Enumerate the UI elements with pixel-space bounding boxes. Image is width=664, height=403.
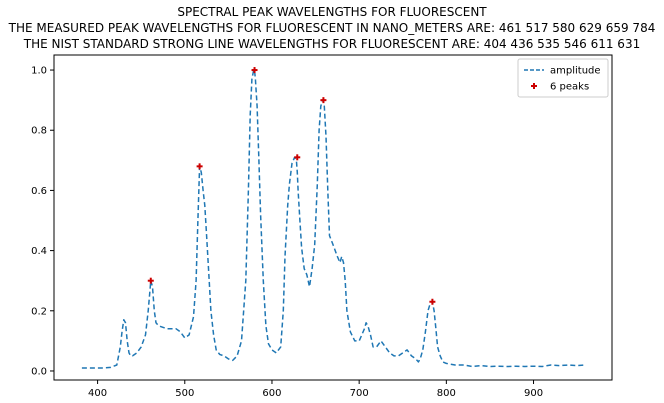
x-tick-label: 400 — [88, 388, 107, 399]
y-axis: 0.0 0.2 0.4 0.6 0.8 1.0 — [31, 66, 54, 377]
y-tick-label: 1.0 — [31, 66, 47, 77]
y-tick-label: 0.6 — [31, 186, 47, 197]
legend-entry-peaks: 6 peaks — [550, 82, 589, 93]
legend-box — [517, 58, 609, 98]
peak-marker — [196, 163, 203, 170]
peak-marker — [294, 154, 301, 161]
chart-subtitle-measured: THE MEASURED PEAK WAVELENGTHS FOR FLUORE… — [8, 21, 656, 35]
peak-marker — [429, 298, 436, 305]
peak-marker — [320, 97, 327, 104]
x-tick-label: 900 — [524, 388, 543, 399]
y-tick-label: 0.2 — [31, 306, 47, 317]
y-tick-label: 0.4 — [31, 246, 47, 257]
peak-marker — [251, 67, 258, 74]
legend-marker-sample — [531, 83, 537, 89]
x-tick-label: 600 — [262, 388, 281, 399]
legend: amplitude 6 peaks — [517, 58, 609, 98]
legend-entry-amplitude: amplitude — [550, 66, 601, 77]
axes-frame — [53, 54, 613, 381]
y-tick-label: 0.8 — [31, 126, 47, 137]
series-line-amplitude — [81, 69, 586, 369]
plot-area — [81, 67, 586, 369]
chart-subtitle-nist: THE NIST STANDARD STRONG LINE WAVELENGTH… — [23, 37, 641, 51]
x-tick-label: 700 — [350, 388, 369, 399]
x-axis: 400 500 600 700 800 900 — [88, 380, 543, 399]
y-tick-label: 0.0 — [31, 366, 47, 377]
peak-marker — [147, 277, 154, 284]
x-tick-label: 800 — [437, 388, 456, 399]
x-tick-label: 500 — [175, 388, 194, 399]
chart-title: SPECTRAL PEAK WAVELENGTHS FOR FLUORESCEN… — [177, 5, 487, 19]
